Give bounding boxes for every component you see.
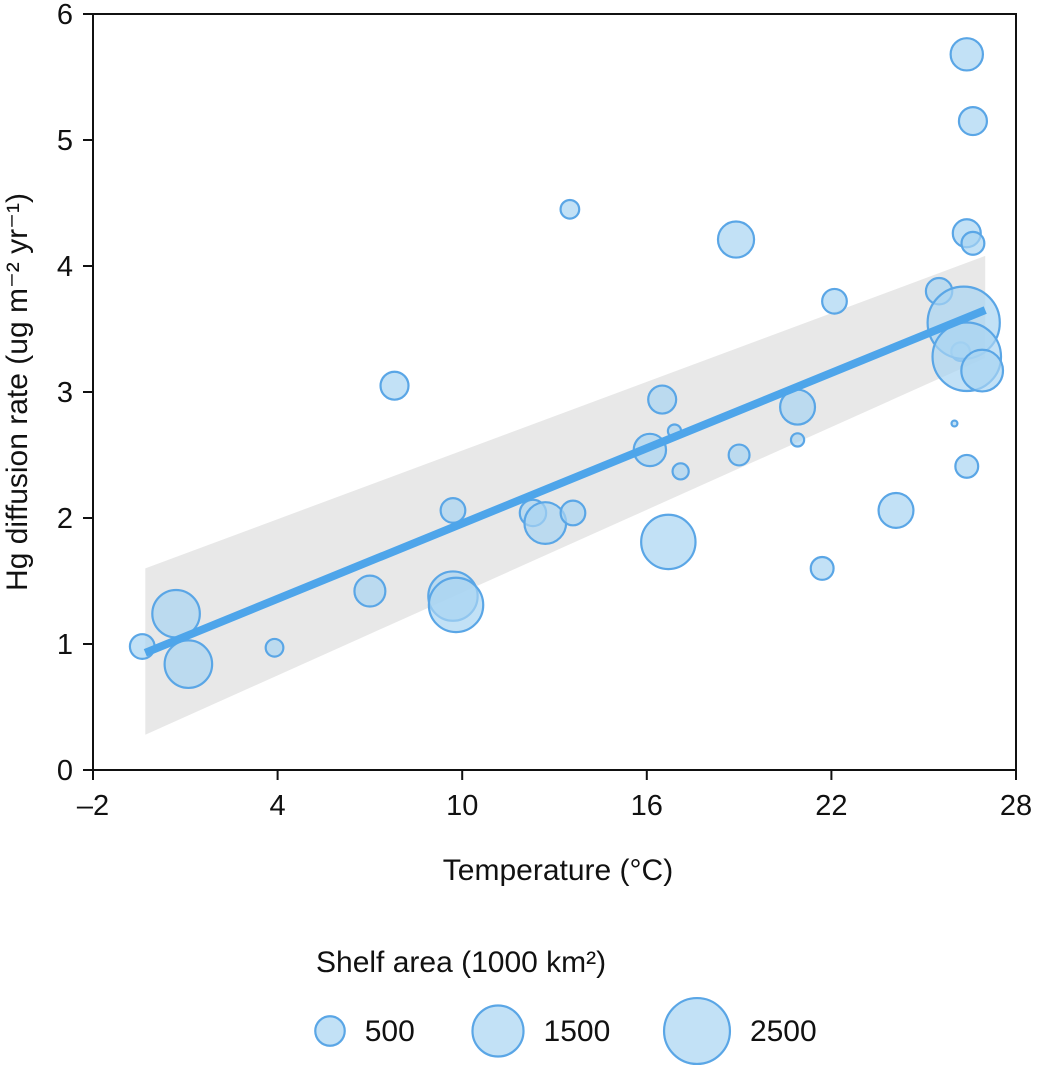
- data-point: [163, 639, 214, 690]
- x-tick-label: 16: [631, 790, 663, 822]
- data-point: [960, 230, 986, 256]
- data-point: [727, 443, 751, 467]
- y-tick-label: 5: [57, 125, 73, 157]
- legend-title: Shelf area (1000 km²): [316, 946, 606, 979]
- data-point: [427, 576, 485, 634]
- data-point: [640, 513, 697, 571]
- x-tick-label: 10: [446, 790, 478, 822]
- fit-line-layer: [143, 306, 987, 657]
- data-point: [353, 574, 387, 608]
- y-axis-title: Hg diffusion rate (ug m⁻² yr⁻¹): [1, 193, 34, 591]
- data-point: [559, 499, 587, 527]
- data-point: [960, 348, 1005, 393]
- data-point: [716, 220, 756, 259]
- y-tick-label: 3: [57, 377, 73, 409]
- data-point: [264, 637, 285, 658]
- legend-label: 1500: [544, 1015, 611, 1048]
- data-point: [379, 370, 410, 401]
- data-point: [523, 501, 568, 545]
- x-axis-title: Temperature (°C): [443, 854, 673, 887]
- y-tick-label: 6: [57, 0, 73, 31]
- data-point: [949, 37, 985, 72]
- data-point: [647, 384, 678, 415]
- x-axis-ticks: –2 4 10 16 22 28: [77, 770, 1032, 822]
- legend-marker: [471, 1004, 525, 1058]
- confidence-band: [145, 255, 986, 735]
- data-point: [809, 555, 835, 581]
- y-tick-label: 0: [57, 755, 73, 787]
- x-tick-label: 22: [815, 790, 847, 822]
- x-tick-label: –2: [77, 790, 109, 822]
- data-point: [821, 287, 848, 315]
- legend-label: 500: [365, 1015, 415, 1048]
- data-point: [789, 432, 806, 448]
- data-point: [439, 497, 467, 524]
- y-tick-label: 1: [57, 629, 73, 661]
- legend-marker: [662, 996, 732, 1066]
- y-axis-ticks: 0 1 2 3 4 5 6: [57, 0, 93, 787]
- y-tick-label: 4: [57, 251, 73, 283]
- y-tick-label: 2: [57, 503, 73, 535]
- data-point: [957, 106, 989, 137]
- data-point: [954, 453, 980, 479]
- legend-label: 2500: [750, 1015, 817, 1048]
- confidence-band-layer: [145, 255, 986, 735]
- data-point: [950, 419, 959, 428]
- x-tick-label: 28: [1000, 790, 1032, 822]
- data-point: [671, 462, 690, 481]
- legend: 500 1500 2500: [314, 996, 817, 1066]
- data-point: [877, 491, 915, 529]
- fit-line: [143, 306, 987, 657]
- x-tick-label: 4: [270, 790, 286, 822]
- data-point: [559, 198, 581, 220]
- legend-marker: [314, 1015, 346, 1047]
